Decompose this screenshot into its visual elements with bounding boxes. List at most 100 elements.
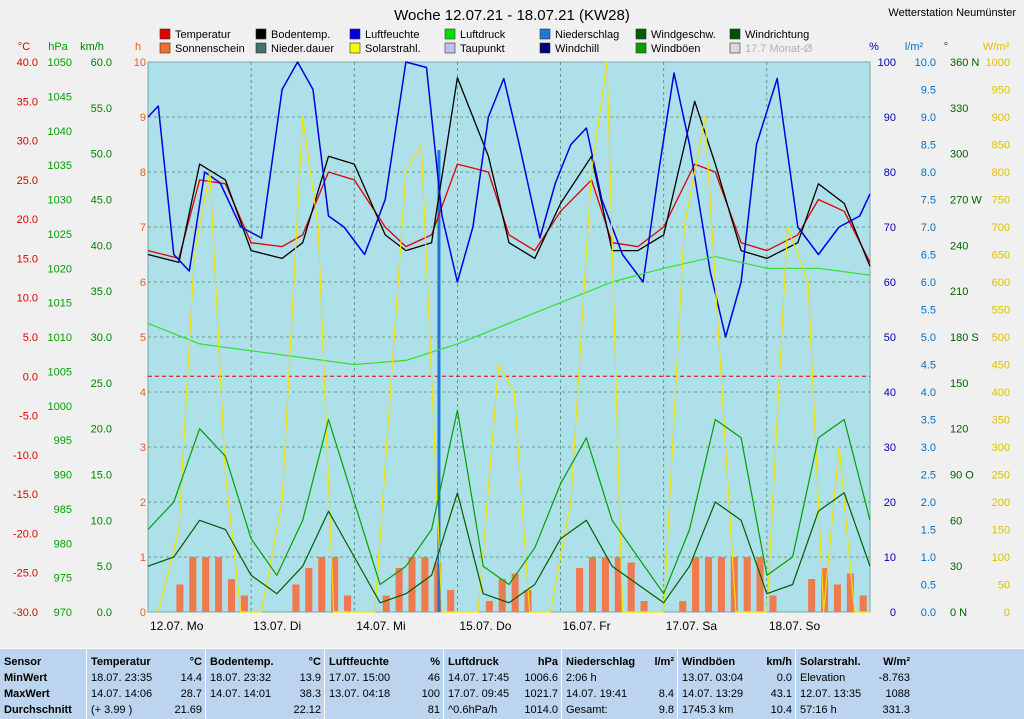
tick-sun_h: 8 — [140, 167, 146, 179]
x-day-label: 18.07. So — [769, 619, 821, 633]
series-line-luftfeuchte — [147, 61, 871, 338]
sunshine-bar — [859, 595, 867, 612]
tick-wind_kmh: 30.0 — [91, 332, 112, 344]
tick-dir_deg: 270 W — [950, 195, 982, 207]
stats-value: 38.3 — [299, 688, 321, 700]
tick-solar_wm2: 300 — [992, 442, 1010, 454]
sunshine-bar — [343, 595, 352, 612]
stats-value: 14.4 — [180, 672, 202, 684]
tick-press_hpa: 1000 — [48, 401, 72, 413]
tick-wind_kmh: 20.0 — [91, 424, 112, 436]
series-line-temperatur — [147, 163, 871, 263]
tick-dir_deg: 240 — [950, 240, 968, 252]
tick-solar_wm2: 250 — [992, 470, 1010, 482]
stats-column: Niederschlag l/m² 2:06 h 14.07. 19:41 8.4 Ges… — [561, 649, 678, 719]
tick-solar_wm2: 100 — [992, 552, 1010, 564]
tick-solar_wm2: 550 — [992, 305, 1010, 317]
tick-temp_c: -5.0 — [19, 411, 38, 423]
stats-value: l/m² — [654, 656, 674, 668]
stats-text: Bodentemp. — [210, 656, 274, 668]
stats-cell: 2:06 h — [566, 670, 674, 686]
stats-cell: 14.07. 14:01 38.3 — [210, 686, 321, 702]
stats-cell: Gesamt: 9.8 — [566, 702, 674, 718]
tick-dir_deg: 120 — [950, 424, 968, 436]
sunshine-bar — [679, 601, 687, 612]
tick-press_hpa: 970 — [54, 607, 72, 619]
stats-value: 8.4 — [658, 688, 674, 700]
tick-dir_deg: 0 N — [950, 607, 967, 619]
tick-press_hpa: 1020 — [48, 263, 72, 275]
tick-temp_c: 30.0 — [17, 136, 38, 148]
legend-swatch — [349, 28, 361, 40]
tick-temp_c: -25.0 — [13, 568, 38, 580]
tick-dir_deg: 360 N — [950, 57, 979, 69]
stats-text: Gesamt: — [566, 704, 608, 716]
tick-hum_pct: 90 — [884, 112, 896, 124]
tick-solar_wm2: 150 — [992, 525, 1010, 537]
stats-column: Windböen km/h 13.07. 03:04 0.0 14.07. 13:29 4… — [677, 649, 796, 719]
tick-temp_c: 35.0 — [17, 96, 38, 108]
stats-avg-label: Durchschnitt — [4, 704, 72, 716]
stats-cell: 14.07. 13:29 43.1 — [682, 686, 792, 702]
tick-solar_wm2: 450 — [992, 360, 1010, 372]
stats-text: Elevation — [800, 672, 846, 684]
tick-rain_lm2: 4.5 — [921, 360, 936, 372]
tick-wind_kmh: 0.0 — [97, 607, 112, 619]
tick-press_hpa: 995 — [54, 435, 72, 447]
stats-value: W/m² — [883, 656, 910, 668]
sunshine-bar — [408, 557, 416, 612]
stats-value: hPa — [537, 656, 558, 668]
tick-wind_kmh: 40.0 — [91, 240, 112, 252]
sunshine-bar — [447, 590, 455, 612]
stats-value: km/h — [766, 656, 792, 668]
tick-hum_pct: 40 — [884, 387, 896, 399]
tick-solar_wm2: 850 — [992, 140, 1010, 152]
sunshine-bar — [202, 557, 210, 612]
tick-solar_wm2: 800 — [992, 167, 1010, 179]
tick-rain_lm2: 10.0 — [915, 57, 936, 69]
sunshine-bar — [756, 557, 764, 612]
stats-cell: (+ 3.99 ) 21.69 — [91, 702, 202, 718]
tick-rain_lm2: 9.0 — [921, 112, 936, 124]
stats-text: 17.07. 15:00 — [329, 672, 391, 684]
tick-press_hpa: 1025 — [48, 229, 72, 241]
legend-label: Niederschlag — [555, 29, 619, 41]
legend-label: Windböen — [651, 43, 701, 55]
tick-solar_wm2: 500 — [992, 332, 1010, 344]
tick-sun_h: 9 — [140, 112, 146, 124]
tick-press_hpa: 1040 — [48, 126, 72, 138]
tick-solar_wm2: 0 — [1004, 607, 1010, 619]
stats-value: 21.69 — [174, 704, 202, 716]
legend-label: Taupunkt — [460, 43, 505, 55]
tick-rain_lm2: 6.5 — [921, 250, 936, 262]
stats-value: 1014.0 — [524, 704, 558, 716]
stats-cell: 17.07. 09:45 1021.7 — [448, 686, 558, 702]
tick-press_hpa: 985 — [54, 504, 72, 516]
stats-text: 14.07. 13:29 — [682, 688, 744, 700]
stats-max-label: MaxWert — [4, 688, 50, 700]
stats-text: 18.07. 23:35 — [91, 672, 153, 684]
stats-cell: Windböen km/h — [682, 654, 792, 670]
tick-hum_pct: 50 — [884, 332, 896, 344]
stats-text: 18.07. 23:32 — [210, 672, 272, 684]
tick-hum_pct: 80 — [884, 167, 896, 179]
tick-press_hpa: 1030 — [48, 195, 72, 207]
tick-sun_h: 6 — [140, 277, 146, 289]
tick-solar_wm2: 950 — [992, 85, 1010, 97]
sunshine-bar — [640, 601, 648, 612]
sunshine-bar — [717, 557, 725, 612]
x-day-label: 15.07. Do — [459, 619, 511, 633]
stats-cell: Bodentemp. °C — [210, 654, 321, 670]
tick-sun_h: 4 — [140, 387, 146, 399]
legend-label: Bodentemp. — [271, 29, 330, 41]
stats-cell: 12.07. 13:35 1088 — [800, 686, 910, 702]
tick-rain_lm2: 3.5 — [921, 415, 936, 427]
axis-unit-rain_lm2: l/m² — [905, 41, 924, 53]
tick-solar_wm2: 200 — [992, 497, 1010, 509]
tick-rain_lm2: 1.0 — [921, 552, 936, 564]
sunshine-bar — [485, 601, 493, 612]
legend-label: Sonnenschein — [175, 43, 245, 55]
tick-temp_c: 20.0 — [17, 214, 38, 226]
x-day-label: 17.07. Sa — [666, 619, 718, 633]
x-day-label: 12.07. Mo — [150, 619, 204, 633]
